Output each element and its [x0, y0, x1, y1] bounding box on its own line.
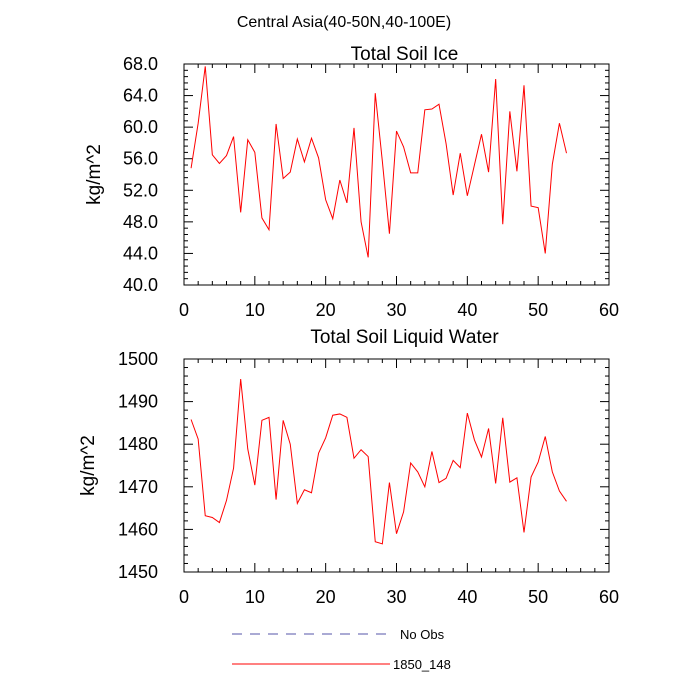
- legend-label-no-obs: No Obs: [400, 627, 445, 642]
- x-tick-label: 20: [316, 300, 336, 320]
- x-tick-label: 50: [528, 587, 548, 607]
- x-tick-label: 50: [528, 300, 548, 320]
- plot-frame: [183, 358, 610, 573]
- y-tick-label: 44.0: [123, 243, 158, 263]
- x-tick-label: 0: [179, 587, 189, 607]
- x-tick-label: 30: [386, 300, 406, 320]
- y-tick-label: 1450: [118, 562, 158, 582]
- panel-title: Total Soil Liquid Water: [310, 327, 499, 348]
- y-axis-label: kg/m^2: [84, 144, 105, 205]
- y-tick-label: 68.0: [123, 54, 158, 74]
- panel-total-soil-liquid-water: Total Soil Liquid Water kg/m^2 0 10 20 30 40 50…: [78, 327, 619, 607]
- y-tick-label: 64.0: [123, 86, 158, 106]
- x-tick-label: 10: [245, 587, 265, 607]
- x-tick-label: 40: [457, 300, 477, 320]
- panel-total-soil-ice: Total Soil Ice kg/m^2 0 10 20 30 40 50 60 40.0 44.…: [84, 44, 619, 320]
- x-tick-label: 40: [457, 587, 477, 607]
- x-tick-label: 30: [386, 587, 406, 607]
- panel-title: Total Soil Ice: [351, 44, 459, 65]
- x-tick-label: 20: [316, 587, 336, 607]
- x-tick-label: 60: [599, 587, 619, 607]
- figure-title: Central Asia(40-50N,40-100E): [237, 14, 451, 31]
- y-tick-label: 48.0: [123, 212, 158, 232]
- y-axis-label: kg/m^2: [78, 435, 99, 496]
- y-tick-label: 1480: [118, 434, 158, 454]
- y-tick-label: 1460: [118, 519, 158, 539]
- legend-label-1850-148: 1850_148: [393, 657, 451, 672]
- y-tick-label: 60.0: [123, 117, 158, 137]
- y-tick-label: 52.0: [123, 180, 158, 200]
- series-line-1850_148: [190, 66, 567, 258]
- series-line-1850_148: [190, 378, 567, 545]
- y-tick-label: 56.0: [123, 149, 158, 169]
- y-tick-label: 1500: [118, 349, 158, 369]
- legend: No Obs 1850_148: [232, 627, 451, 672]
- x-tick-label: 60: [599, 300, 619, 320]
- x-tick-label: 10: [245, 300, 265, 320]
- y-tick-label: 1470: [118, 477, 158, 497]
- y-tick-label: 40.0: [123, 275, 158, 295]
- x-tick-label: 0: [179, 300, 189, 320]
- y-tick-label: 1490: [118, 392, 158, 412]
